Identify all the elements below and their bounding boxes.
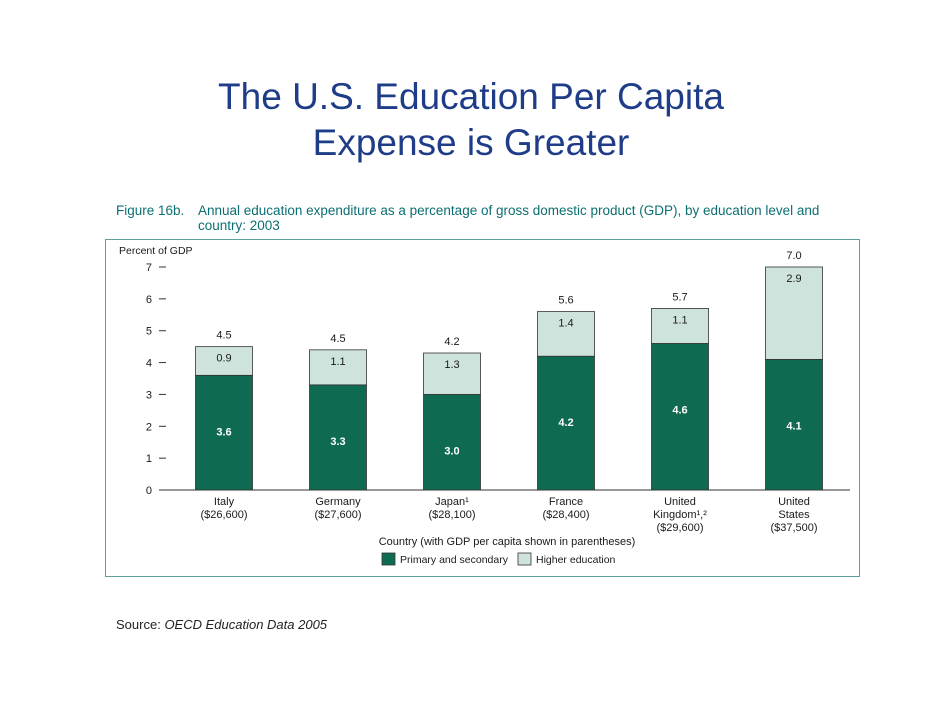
bar-primary-label-3: 4.2 [558, 417, 573, 429]
bar-total-label-3: 5.6 [558, 295, 573, 307]
x-tick-label-0-0: Italy [214, 496, 235, 508]
bar-higher-5 [765, 266, 823, 360]
bar-primary-5 [765, 358, 823, 491]
stacked-bar-chart: Percent of GDP 0 1 2 3 4 5 6 7 3.6 0.9 4.5 Italy($26… [119, 245, 850, 566]
legend-label-higher: Higher education [536, 554, 616, 566]
x-tick-label-1-1: ($27,600) [314, 509, 361, 521]
x-tick-label-5-2: ($37,500) [770, 522, 817, 534]
y-tick-label-6: 6 [146, 294, 152, 306]
x-tick-label-4-1: Kingdom¹,² [653, 509, 707, 521]
bar-total-label-1: 4.5 [330, 333, 345, 345]
x-tick-label-4-2: ($29,600) [656, 522, 703, 534]
bar-primary-2 [423, 394, 481, 491]
bar-total-label-5: 7.0 [786, 250, 801, 262]
bar-higher-label-2: 1.3 [444, 359, 459, 371]
x-tick-label-2-0: Japan¹ [435, 496, 469, 508]
source-note: Source: OECD Education Data 2005 [116, 617, 327, 632]
y-tick-label-3: 3 [146, 389, 152, 401]
source-label: Source: [116, 617, 161, 632]
y-tick-label-5: 5 [146, 326, 152, 338]
y-tick-label-1: 1 [146, 453, 152, 465]
x-tick-label-3-0: France [549, 496, 583, 508]
slide-title-line-2: Expense is Greater [312, 122, 630, 163]
bar-primary-label-4: 4.6 [672, 404, 687, 416]
x-tick-label-3-1: ($28,400) [542, 509, 589, 521]
x-tick-label-4-0: United [664, 496, 696, 508]
bar-primary-1 [309, 384, 367, 491]
bar-total-label-4: 5.7 [672, 291, 687, 303]
bar-primary-label-1: 3.3 [330, 436, 345, 448]
legend-swatch-higher [517, 552, 532, 566]
slide-title-line-1: The U.S. Education Per Capita [218, 76, 724, 117]
x-axis-title: Country (with GDP per capita shown in pa… [379, 536, 636, 548]
y-tick-label-0: 0 [146, 485, 152, 497]
slide-title: The U.S. Education Per Capita Expense is… [0, 74, 942, 166]
bar-primary-0 [195, 374, 253, 491]
figure-caption-text: Annual education expenditure as a percen… [198, 203, 820, 233]
y-tick-label-2: 2 [146, 421, 152, 433]
figure-label: Figure 16b. [116, 203, 185, 218]
legend-label-primary: Primary and secondary [400, 554, 509, 566]
x-tick-label-1-0: Germany [315, 496, 361, 508]
bar-higher-2 [423, 352, 481, 395]
x-tick-label-0-1: ($26,600) [200, 509, 247, 521]
bar-higher-0 [195, 346, 253, 376]
bar-total-label-0: 4.5 [216, 330, 231, 342]
bar-higher-label-1: 1.1 [330, 356, 345, 368]
x-tick-label-5-0: United [778, 496, 810, 508]
y-tick-label-4: 4 [146, 358, 152, 370]
bar-higher-1 [309, 349, 367, 386]
y-tick-label-7: 7 [146, 262, 152, 274]
bar-primary-4 [651, 343, 709, 491]
bar-primary-label-5: 4.1 [786, 420, 801, 432]
bar-total-label-2: 4.2 [444, 336, 459, 348]
bar-higher-3 [537, 311, 595, 357]
bar-primary-label-0: 3.6 [216, 426, 231, 438]
x-tick-label-5-1: States [778, 509, 810, 521]
bar-higher-label-3: 1.4 [558, 318, 573, 330]
x-tick-label-2-1: ($28,100) [428, 509, 475, 521]
bar-higher-label-0: 0.9 [216, 353, 231, 365]
source-text: OECD Education Data 2005 [164, 617, 328, 632]
legend-swatch-primary [381, 552, 396, 566]
bar-higher-label-4: 1.1 [672, 314, 687, 326]
y-axis-title: Percent of GDP [119, 245, 193, 257]
bar-higher-4 [651, 308, 709, 344]
bar-primary-label-2: 3.0 [444, 445, 459, 457]
bar-higher-label-5: 2.9 [786, 273, 801, 285]
